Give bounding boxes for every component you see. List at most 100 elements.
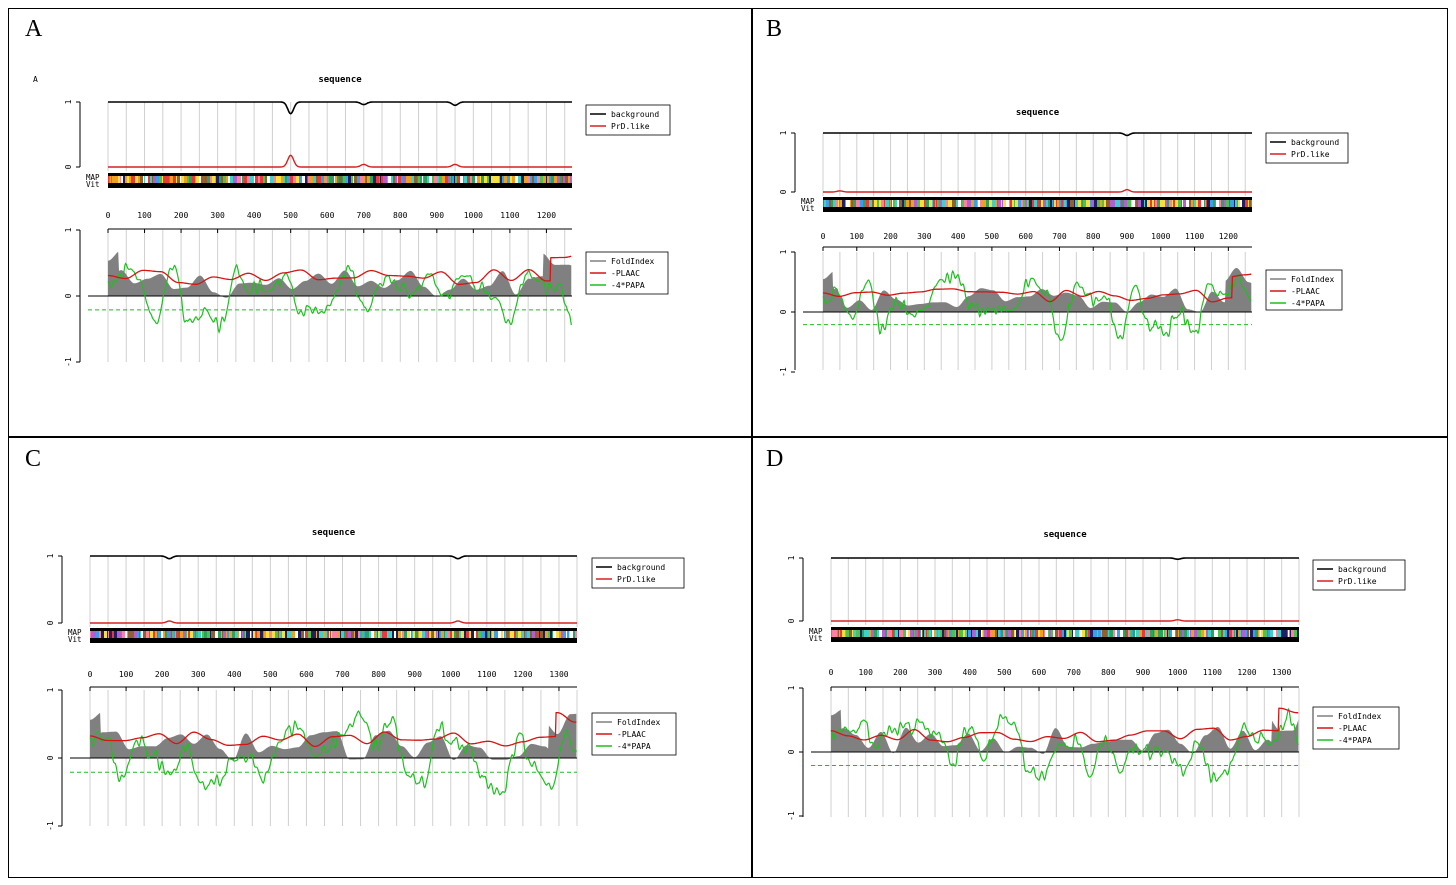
track-map-segment xyxy=(879,200,881,207)
track-map-segment xyxy=(1236,630,1238,637)
track-map-segment xyxy=(263,176,265,183)
track-map-segment xyxy=(201,631,202,638)
x-tick-label: 600 xyxy=(299,670,314,679)
track-map-segment xyxy=(370,176,373,183)
track-map-segment xyxy=(1104,630,1107,637)
track-map-segment xyxy=(1120,200,1121,207)
track-map-segment xyxy=(897,200,899,207)
track-map-segment xyxy=(537,176,540,183)
track-map-segment xyxy=(505,631,506,638)
track-map-segment xyxy=(910,630,913,637)
track-map-segment xyxy=(198,631,201,638)
panel-label-a: A xyxy=(25,16,43,42)
track-map-segment xyxy=(829,200,831,207)
track-map-segment xyxy=(239,631,241,638)
track-map-segment xyxy=(890,200,891,207)
track-map-segment xyxy=(173,176,176,183)
track-map-segment xyxy=(120,176,121,183)
x-tick-label: 300 xyxy=(917,232,932,241)
x-tick-label: 100 xyxy=(850,232,865,241)
track-map-segment xyxy=(1002,200,1003,207)
track-map-segment xyxy=(1197,630,1199,637)
track-map-segment xyxy=(940,630,942,637)
track-map-segment xyxy=(162,631,163,638)
series-foldindex-area xyxy=(823,268,1252,313)
track-map-segment xyxy=(1014,630,1015,637)
track-map-segment xyxy=(413,631,415,638)
track-map-segment xyxy=(1223,630,1225,637)
track-map-segment xyxy=(1218,630,1221,637)
track-map-segment xyxy=(896,630,898,637)
track-map-segment xyxy=(109,631,112,638)
track-map-segment xyxy=(1046,200,1048,207)
series-plaac-line xyxy=(823,273,1252,303)
track-map-segment xyxy=(998,200,1001,207)
track-map-segment xyxy=(1097,200,1100,207)
panel-label-d: D xyxy=(766,446,784,472)
track-map-segment xyxy=(247,176,250,183)
track-map-segment xyxy=(964,200,967,207)
track-map-segment xyxy=(223,176,226,183)
track-map-segment xyxy=(898,630,899,637)
track-map-segment xyxy=(296,176,299,183)
track-map-segment xyxy=(884,200,885,207)
track-map-segment xyxy=(1094,200,1095,207)
track-map-segment xyxy=(532,631,535,638)
x-tick-label: 1200 xyxy=(537,211,556,220)
track-map-segment xyxy=(285,631,287,638)
track-map-segment xyxy=(412,631,413,638)
track-map-segment xyxy=(904,200,906,207)
track-map-segment xyxy=(977,200,978,207)
track-map-segment xyxy=(887,630,889,637)
track-map-segment xyxy=(175,631,176,638)
track-map-segment xyxy=(951,200,952,207)
track-map-segment xyxy=(391,631,392,638)
track-map-segment xyxy=(1273,630,1276,637)
track-map-segment xyxy=(385,631,387,638)
track-map-segment xyxy=(1079,630,1080,637)
track-map-segment xyxy=(856,630,857,637)
track-map-segment xyxy=(177,176,178,183)
track-map-segment xyxy=(477,176,480,183)
track-map-segment xyxy=(527,631,530,638)
track-map-segment xyxy=(936,630,937,637)
track-map-segment xyxy=(937,200,939,207)
x-tick-label: 200 xyxy=(893,668,908,677)
track-map-segment xyxy=(301,631,304,638)
track-border-top xyxy=(90,628,577,631)
track-map-segment xyxy=(227,631,229,638)
track-map-segment xyxy=(874,630,877,637)
track-map-segment xyxy=(832,630,835,637)
track-map-segment xyxy=(986,200,989,207)
track-map-segment xyxy=(995,630,997,637)
track-map-segment xyxy=(457,631,459,638)
track-map-segment xyxy=(146,631,149,638)
track-map-segment xyxy=(471,631,474,638)
track-map-segment xyxy=(1034,630,1035,637)
track-map-segment xyxy=(153,631,155,638)
track-map-segment xyxy=(1186,200,1189,207)
track-map-segment xyxy=(331,631,332,638)
track-map-segment xyxy=(273,176,276,183)
track-map-segment xyxy=(163,176,166,183)
track-map-segment xyxy=(445,631,447,638)
series-background-line xyxy=(108,101,572,115)
track-map-segment xyxy=(929,200,932,207)
track-map-segment xyxy=(221,176,223,183)
track-map-segment xyxy=(869,200,872,207)
track-map-segment xyxy=(129,176,131,183)
track-map-segment xyxy=(1088,630,1090,637)
track-map-segment xyxy=(997,200,998,207)
x-tick-label: 700 xyxy=(1066,668,1081,677)
track-map-segment xyxy=(839,630,840,637)
track-map-segment xyxy=(850,200,851,207)
track-map-segment xyxy=(155,631,156,638)
track-map-segment xyxy=(927,630,929,637)
track-map-segment xyxy=(456,631,457,638)
track-map-segment xyxy=(387,176,388,183)
track-map-segment xyxy=(1027,630,1028,637)
track-map-segment xyxy=(501,631,503,638)
track-map-segment xyxy=(432,176,434,183)
track-map-segment xyxy=(1059,200,1061,207)
track-map-segment xyxy=(429,631,431,638)
